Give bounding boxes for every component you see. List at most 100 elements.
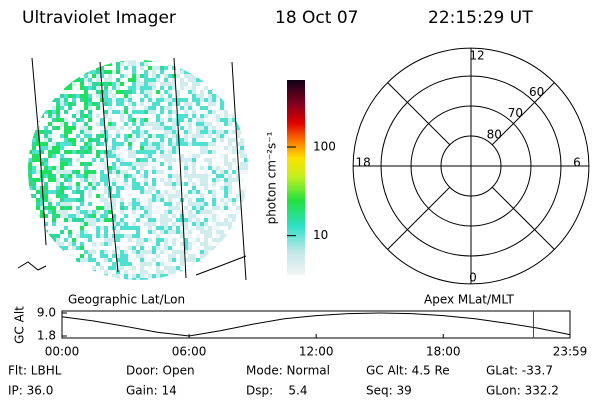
- pixel: [40, 206, 44, 210]
- pixel: [100, 158, 104, 162]
- pixel: [228, 214, 232, 218]
- pixel: [40, 114, 44, 118]
- pixel: [160, 250, 164, 254]
- pixel: [228, 138, 232, 142]
- pixel: [176, 74, 180, 78]
- pixel: [60, 186, 64, 190]
- pixel: [136, 234, 140, 238]
- axis: [387, 82, 451, 146]
- pixel: [220, 206, 224, 210]
- pixel: [36, 234, 40, 238]
- pixel: [160, 214, 164, 218]
- pixel: [212, 194, 216, 198]
- pixel: [196, 62, 200, 66]
- pixel: [144, 190, 148, 194]
- pixel: [176, 222, 180, 226]
- pixel: [148, 78, 152, 82]
- pixel: [248, 194, 252, 198]
- pixel: [116, 154, 120, 158]
- status-field: Mode: Normal: [246, 364, 330, 378]
- pixel: [188, 102, 192, 106]
- pixel: [128, 202, 132, 206]
- pixel: [212, 94, 216, 98]
- pixel: [160, 162, 164, 166]
- pixel: [32, 238, 36, 242]
- pixel: [232, 150, 236, 154]
- pixel: [200, 206, 204, 210]
- pixel: [172, 78, 176, 82]
- pixel: [148, 70, 152, 74]
- pixel: [208, 210, 212, 214]
- pixel: [172, 214, 176, 218]
- pixel: [128, 118, 132, 122]
- pixel: [248, 78, 252, 82]
- pixel: [224, 186, 228, 190]
- pixel: [232, 198, 236, 202]
- pixel: [56, 266, 60, 270]
- pixel: [60, 182, 64, 186]
- pixel: [184, 226, 188, 230]
- pixel: [172, 118, 176, 122]
- pixel: [124, 70, 128, 74]
- pixel: [40, 86, 44, 90]
- pixel: [28, 102, 32, 106]
- pixel: [104, 274, 108, 278]
- pixel: [248, 258, 252, 262]
- pixel: [200, 134, 204, 138]
- pixel: [224, 158, 228, 162]
- pixel: [240, 126, 244, 130]
- pixel: [80, 154, 84, 158]
- pixel: [64, 226, 68, 230]
- pixel: [196, 234, 200, 238]
- pixel: [164, 122, 168, 126]
- pixel: [224, 238, 228, 242]
- pixel: [220, 106, 224, 110]
- pixel: [164, 238, 168, 242]
- pixel: [100, 106, 104, 110]
- pixel: [52, 106, 56, 110]
- pixel: [200, 254, 204, 258]
- pixel: [172, 102, 176, 106]
- pixel: [212, 274, 216, 278]
- pixel: [192, 202, 196, 206]
- pixel: [84, 214, 88, 218]
- pixel: [52, 174, 56, 178]
- pixel: [240, 202, 244, 206]
- altitude-line: [61, 312, 571, 337]
- pixel: [244, 214, 248, 218]
- pixel: [120, 158, 124, 162]
- pixel: [60, 206, 64, 210]
- pixel: [168, 98, 172, 102]
- pixel: [104, 90, 108, 94]
- pixel: [152, 274, 156, 278]
- pixel: [216, 270, 220, 274]
- pixel: [100, 134, 104, 138]
- pixel: [164, 218, 168, 222]
- pixel: [148, 60, 152, 62]
- pixel: [232, 270, 236, 274]
- pixel: [52, 242, 56, 246]
- pixel: [92, 218, 96, 222]
- pixel: [184, 166, 188, 170]
- pixel: [228, 78, 232, 82]
- pixel: [104, 186, 108, 190]
- pixel: [64, 102, 68, 106]
- pixel: [248, 254, 252, 258]
- pixel: [204, 166, 208, 170]
- pixel: [148, 146, 152, 150]
- pixel: [76, 214, 80, 218]
- pixel: [136, 274, 140, 278]
- pixel: [44, 278, 48, 280]
- pixel: [40, 170, 44, 174]
- polar-grid: [352, 47, 590, 285]
- y-tick-label: 9.0: [37, 306, 56, 320]
- pixel: [48, 60, 52, 62]
- pixel: [228, 278, 232, 280]
- pixel: [220, 122, 224, 126]
- pixel: [52, 278, 56, 280]
- pixel: [144, 146, 148, 150]
- pixel: [108, 206, 112, 210]
- pixel: [28, 258, 32, 262]
- colorbar-label: photon cm⁻²s⁻¹: [265, 131, 279, 224]
- pixel: [196, 130, 200, 134]
